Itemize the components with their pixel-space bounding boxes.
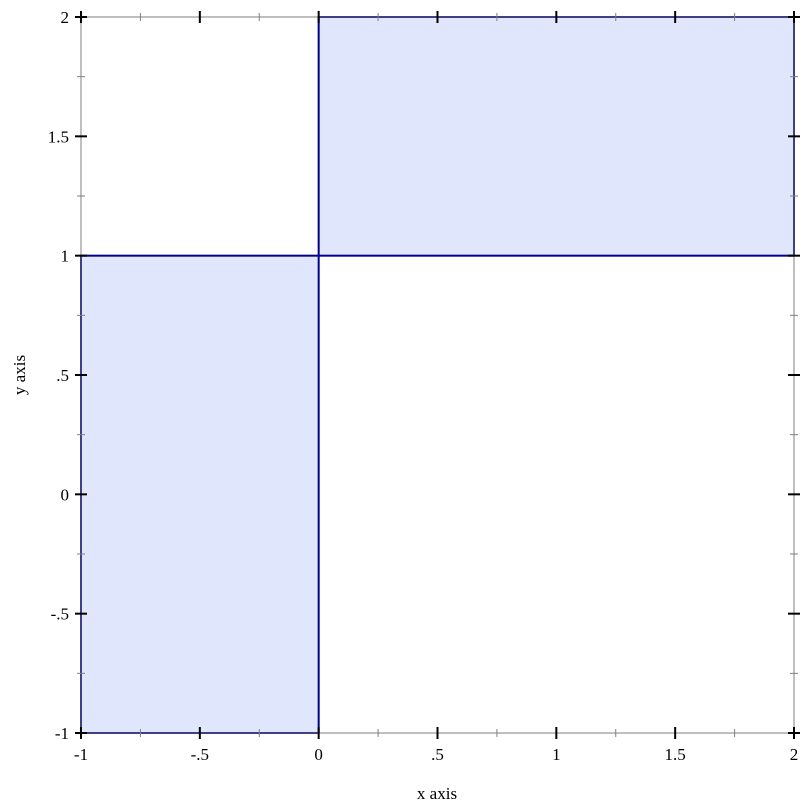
y-axis-label: y axis xyxy=(10,355,29,395)
x-tick-label: 2 xyxy=(790,745,799,764)
rectangle-0 xyxy=(80,254,320,735)
x-tick-label: 1.5 xyxy=(665,745,686,764)
x-tick-label: -1 xyxy=(74,745,88,764)
x-tick-label: 1 xyxy=(552,745,561,764)
y-tick-label: -1 xyxy=(55,724,69,743)
y-tick-label: 0 xyxy=(61,485,70,504)
y-tick-label: -.5 xyxy=(51,605,69,624)
x-tick-label: 0 xyxy=(314,745,323,764)
x-axis-label: x axis xyxy=(417,784,457,803)
rectangle-1 xyxy=(317,16,795,257)
y-tick-label: 1.5 xyxy=(48,127,69,146)
x-tick-label: .5 xyxy=(431,745,444,764)
x-tick-label: -.5 xyxy=(191,745,209,764)
y-tick-label: 1 xyxy=(61,247,70,266)
y-tick-label: 2 xyxy=(61,8,70,27)
y-tick-label: .5 xyxy=(56,366,69,385)
